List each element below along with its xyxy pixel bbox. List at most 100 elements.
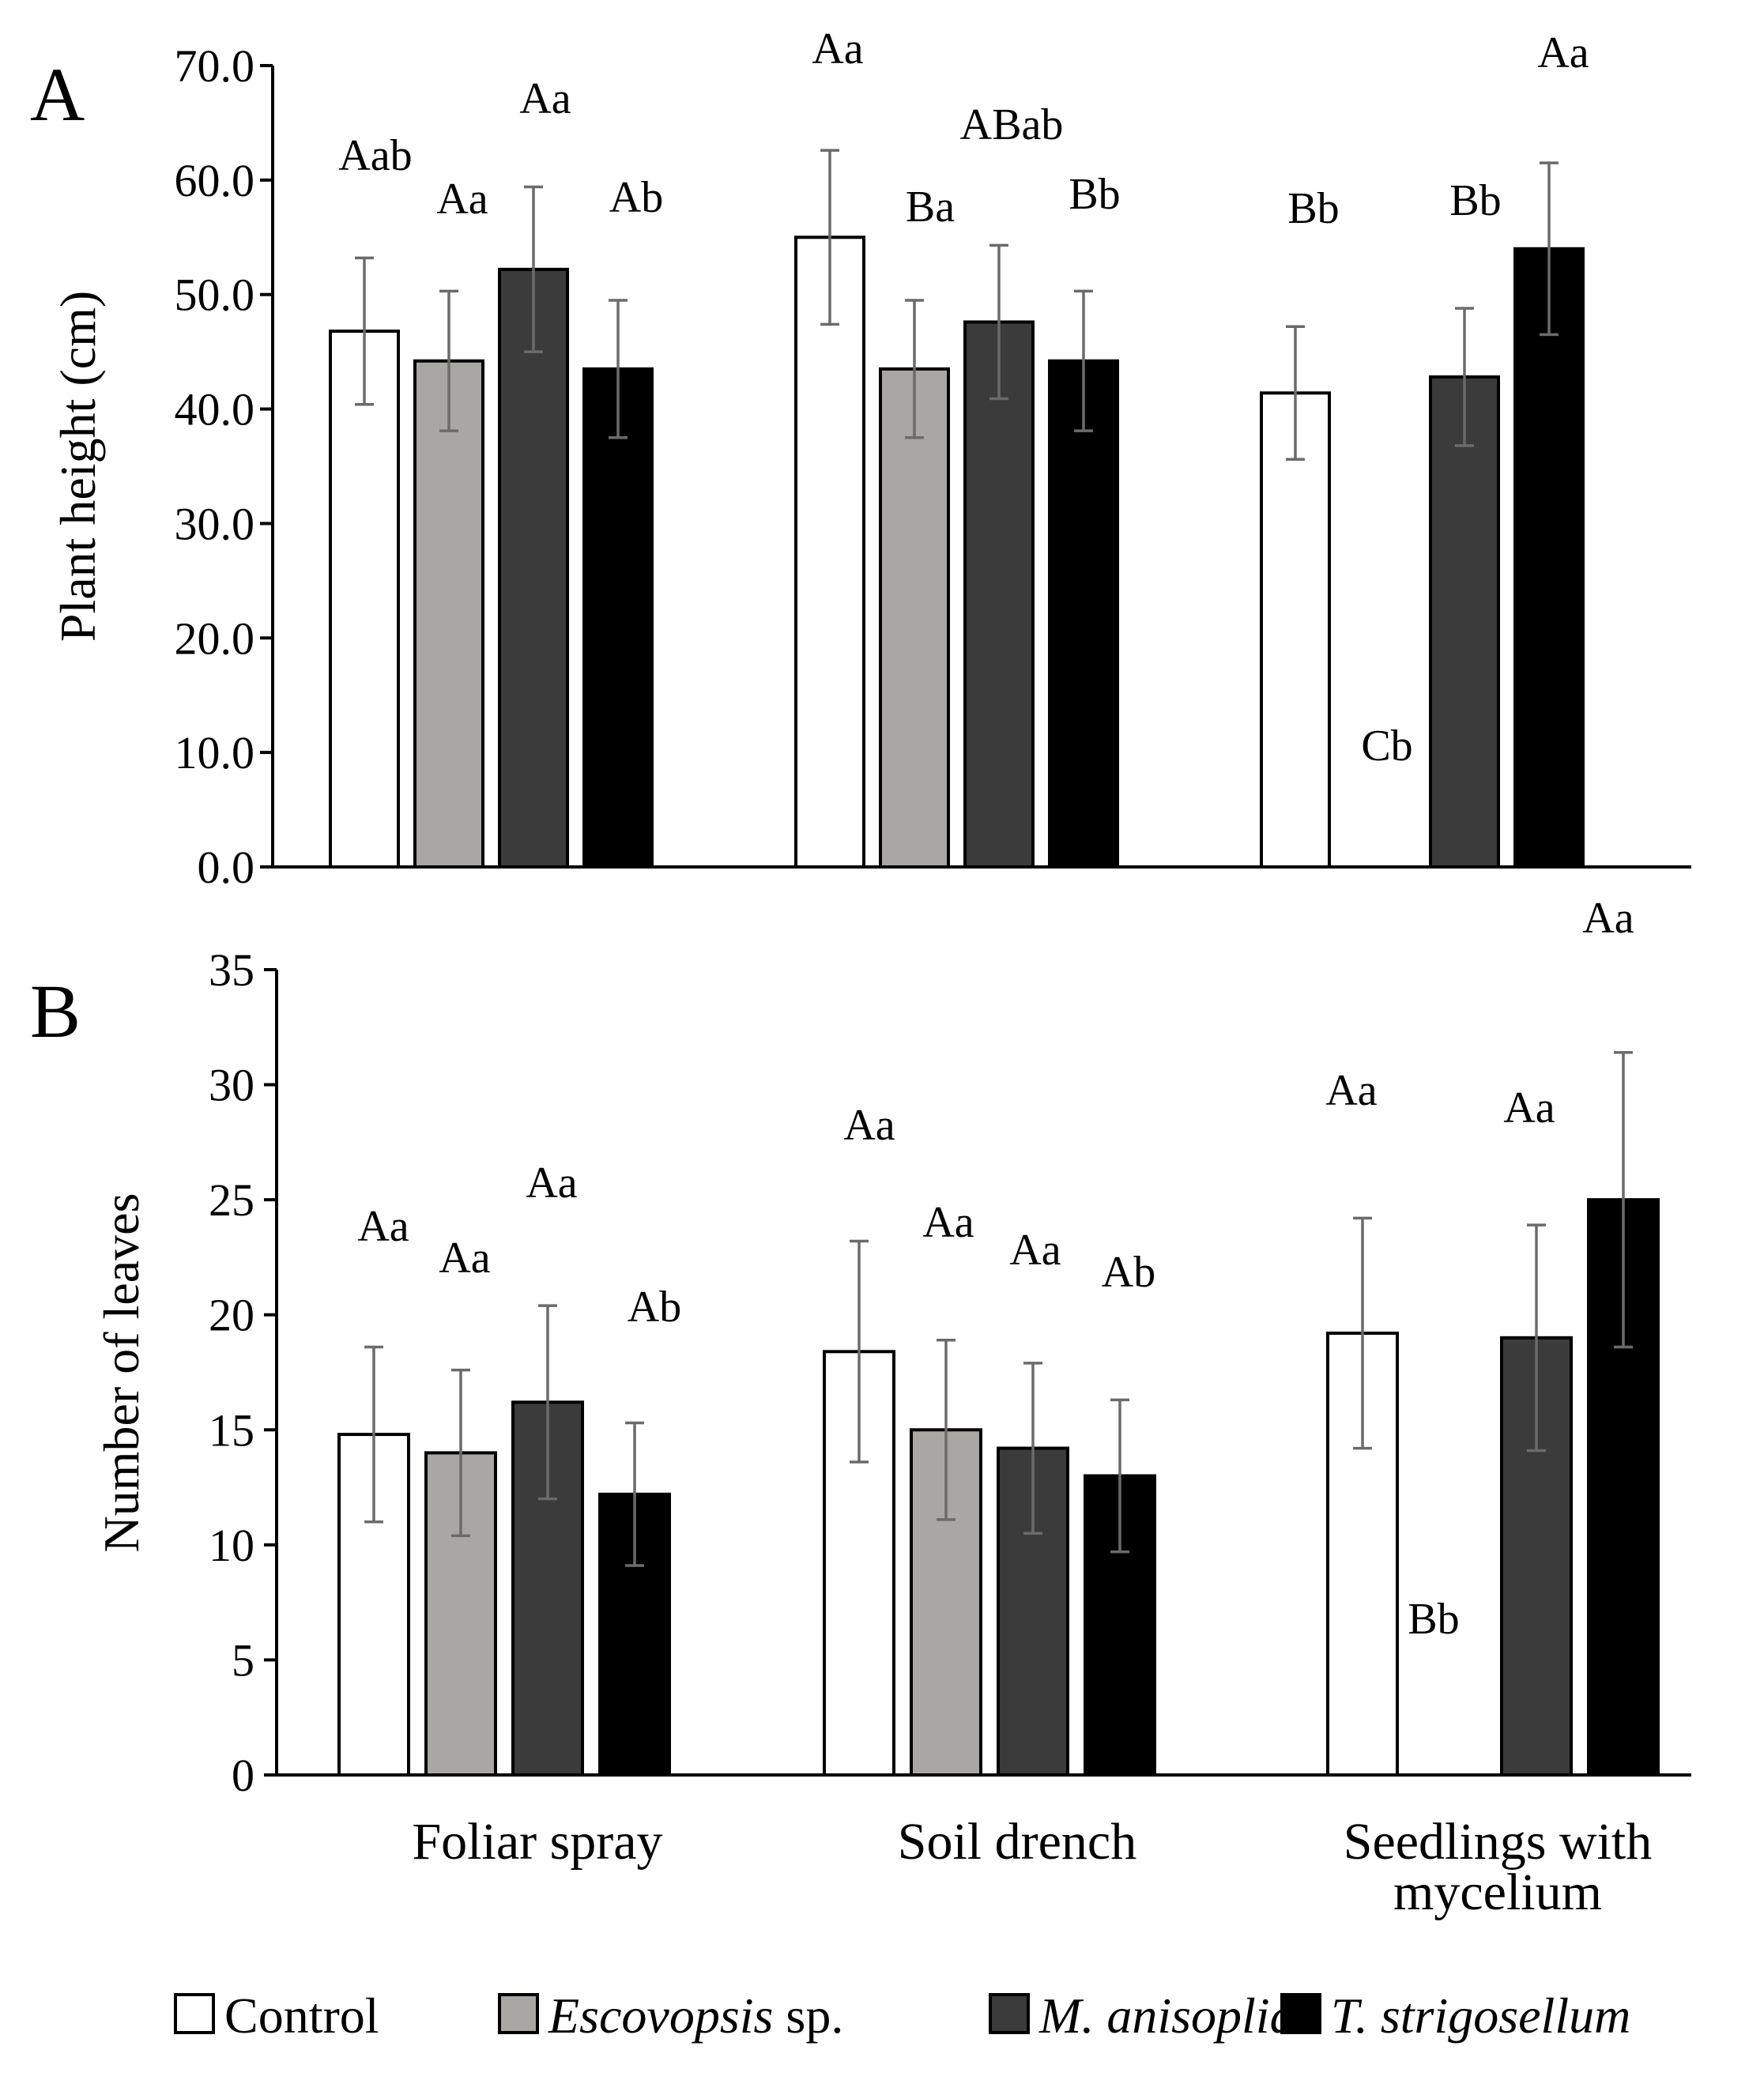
y-tick-label: 40.0 bbox=[175, 384, 255, 435]
y-tick-label: 10.0 bbox=[175, 727, 255, 778]
bar-control-soil-drench bbox=[794, 236, 865, 869]
bar-m-anisopliae-soil-drench bbox=[963, 320, 1035, 869]
legend-label: M. anisopliae bbox=[1038, 1988, 1317, 2044]
y-tick-label: 20.0 bbox=[175, 612, 255, 664]
y-axis-title: Plant height (cm) bbox=[50, 291, 106, 642]
significance-label-escovopsis-sp-foliar-spray: Aa bbox=[436, 175, 488, 224]
legend-label-plain: Control bbox=[224, 1988, 379, 2044]
error-bar-control-soil-drench bbox=[820, 149, 839, 326]
significance-label-m-anisopliae-soil-drench: ABab bbox=[960, 100, 1064, 149]
bar-escovopsis-sp-foliar-spray bbox=[413, 359, 484, 869]
significance-label-control-foliar-spray: Aa bbox=[357, 1202, 409, 1251]
y-tick-label: 30.0 bbox=[175, 498, 255, 549]
error-bar-t-strigosellum-foliar-spray bbox=[609, 299, 628, 439]
bar-t-strigosellum-soil-drench bbox=[1048, 359, 1119, 869]
legend-swatch bbox=[989, 1993, 1030, 2034]
y-tick-label: 5 bbox=[232, 1634, 254, 1686]
error-bar-t-strigosellum-soil-drench bbox=[1110, 1398, 1129, 1554]
significance-label-m-anisopliae-seedlings-with-mycelium: Bb bbox=[1449, 176, 1501, 225]
significance-label-t-strigosellum-seedlings-with-mycelium: Aa bbox=[1537, 28, 1589, 77]
y-tick-label: 30 bbox=[209, 1060, 254, 1111]
y-tick-label: 0 bbox=[232, 1750, 254, 1801]
significance-label-escovopsis-sp-foliar-spray: Aa bbox=[439, 1234, 490, 1283]
x-category-label-seedlings-with-mycelium: Seedlings with bbox=[1344, 1813, 1653, 1871]
error-bar-t-strigosellum-seedlings-with-mycelium bbox=[1614, 1051, 1633, 1349]
error-bar-t-strigosellum-foliar-spray bbox=[625, 1421, 644, 1567]
significance-label-control-seedlings-with-mycelium: Bb bbox=[1287, 184, 1339, 233]
error-bar-control-seedlings-with-mycelium bbox=[1286, 325, 1305, 462]
y-tick-label: 0.0 bbox=[198, 842, 255, 893]
legend-label: Control bbox=[224, 1988, 379, 2044]
y-tick-label: 10 bbox=[209, 1520, 254, 1571]
y-axis-title: Number of leaves bbox=[93, 1193, 149, 1553]
error-bar-escovopsis-sp-soil-drench bbox=[937, 1338, 956, 1521]
bar-t-strigosellum-foliar-spray bbox=[582, 367, 654, 869]
legend-swatch bbox=[498, 1993, 539, 2034]
error-bar-t-strigosellum-soil-drench bbox=[1074, 289, 1093, 432]
legend: Control Escovopsis sp. M. anisopliae T. str… bbox=[174, 1988, 1630, 2044]
significance-label-t-strigosellum-foliar-spray: Ab bbox=[609, 173, 663, 222]
significance-label-t-strigosellum-foliar-spray: Ab bbox=[628, 1283, 681, 1332]
bar-control-foliar-spray bbox=[329, 330, 400, 869]
error-bar-m-anisopliae-foliar-spray bbox=[538, 1304, 557, 1501]
significance-label-m-anisopliae-soil-drench: Aa bbox=[1009, 1226, 1061, 1275]
error-bar-m-anisopliae-seedlings-with-mycelium bbox=[1455, 307, 1474, 447]
legend-label-plain: sp. bbox=[773, 1988, 843, 2044]
y-tick-label: 70.0 bbox=[175, 40, 255, 92]
y-tick-label: 25 bbox=[209, 1174, 254, 1226]
significance-label-control-soil-drench: Aa bbox=[812, 24, 863, 73]
panel-a-plant-height: 0.0 10.0 20.0 30.0 40.0 50.0 60.0 70.0 A Plant he… bbox=[30, 24, 1691, 893]
legend-label: Escovopsis sp. bbox=[548, 1988, 843, 2044]
legend-item-t-strigosellum: T. strigosellum bbox=[1280, 1988, 1630, 2044]
legend-swatch bbox=[174, 1993, 215, 2034]
error-bar-control-foliar-spray bbox=[355, 256, 374, 406]
panel-b-number-of-leaves: 0 5 10 15 20 25 30 35 B Number of leaves Aa Aa Aa Aa A… bbox=[30, 894, 1691, 1801]
error-bar-escovopsis-sp-foliar-spray bbox=[439, 289, 458, 432]
significance-label-escovopsis-sp-soil-drench: Ba bbox=[906, 183, 955, 232]
error-bar-m-anisopliae-seedlings-with-mycelium bbox=[1527, 1223, 1546, 1453]
error-bar-escovopsis-sp-soil-drench bbox=[905, 299, 924, 439]
significance-label-control-seedlings-with-mycelium: Aa bbox=[1325, 1066, 1377, 1115]
y-tick-label: 60.0 bbox=[175, 155, 255, 206]
legend-item-m-anisopliae: M. anisopliae bbox=[989, 1988, 1317, 2044]
bar-t-strigosellum-seedlings-with-mycelium bbox=[1513, 247, 1585, 869]
x-category-label-foliar-spray: Foliar spray bbox=[412, 1813, 662, 1871]
panel-label: A bbox=[30, 52, 85, 137]
significance-label-escovopsis-sp-seedlings-with-mycelium: Bb bbox=[1408, 1595, 1459, 1644]
significance-label-t-strigosellum-seedlings-with-mycelium: Aa bbox=[1582, 894, 1634, 943]
significance-label-control-soil-drench: Aa bbox=[843, 1101, 895, 1150]
error-bar-control-soil-drench bbox=[850, 1239, 869, 1464]
x-category-labels: Foliar spray Soil drench Seedlings withmyc… bbox=[412, 1813, 1652, 1921]
legend-item-escovopsis-sp: Escovopsis sp. bbox=[498, 1988, 843, 2044]
legend-label-italic: M. anisopliae bbox=[1038, 1988, 1317, 2044]
panel-label: B bbox=[30, 969, 81, 1053]
y-tick-label: 20 bbox=[209, 1290, 254, 1341]
legend-swatch bbox=[1280, 1993, 1321, 2034]
bar-escovopsis-sp-soil-drench bbox=[879, 367, 950, 869]
error-bar-control-foliar-spray bbox=[364, 1345, 383, 1524]
error-bar-m-anisopliae-soil-drench bbox=[1023, 1362, 1042, 1536]
error-bar-m-anisopliae-soil-drench bbox=[989, 243, 1008, 401]
legend-label-italic: T. strigosellum bbox=[1331, 1988, 1630, 2044]
legend-label-italic: Escovopsis bbox=[548, 1988, 773, 2044]
x-category-label-soil-drench: Soil drench bbox=[898, 1813, 1136, 1871]
legend-item-control: Control bbox=[174, 1988, 379, 2044]
legend-label: T. strigosellum bbox=[1331, 1988, 1630, 2044]
error-bar-control-seedlings-with-mycelium bbox=[1353, 1216, 1372, 1450]
significance-label-control-foliar-spray: Aab bbox=[338, 131, 412, 180]
significance-label-m-anisopliae-foliar-spray: Aa bbox=[519, 74, 571, 123]
error-bar-m-anisopliae-foliar-spray bbox=[524, 185, 543, 353]
significance-label-escovopsis-sp-seedlings-with-mycelium: Cb bbox=[1361, 722, 1412, 771]
y-tick-label: 35 bbox=[209, 944, 254, 996]
significance-label-m-anisopliae-seedlings-with-mycelium: Aa bbox=[1503, 1083, 1555, 1132]
error-bar-escovopsis-sp-foliar-spray bbox=[451, 1368, 470, 1537]
x-category-label-seedlings-with-mycelium: mycelium bbox=[1393, 1863, 1602, 1921]
bar-m-anisopliae-foliar-spray bbox=[498, 267, 569, 869]
significance-label-escovopsis-sp-soil-drench: Aa bbox=[922, 1198, 974, 1247]
error-bar-t-strigosellum-seedlings-with-mycelium bbox=[1540, 161, 1559, 337]
significance-label-m-anisopliae-foliar-spray: Aa bbox=[526, 1159, 577, 1208]
y-tick-label: 50.0 bbox=[175, 269, 255, 321]
significance-label-t-strigosellum-soil-drench: Ab bbox=[1102, 1248, 1155, 1297]
significance-label-t-strigosellum-soil-drench: Bb bbox=[1069, 170, 1120, 219]
